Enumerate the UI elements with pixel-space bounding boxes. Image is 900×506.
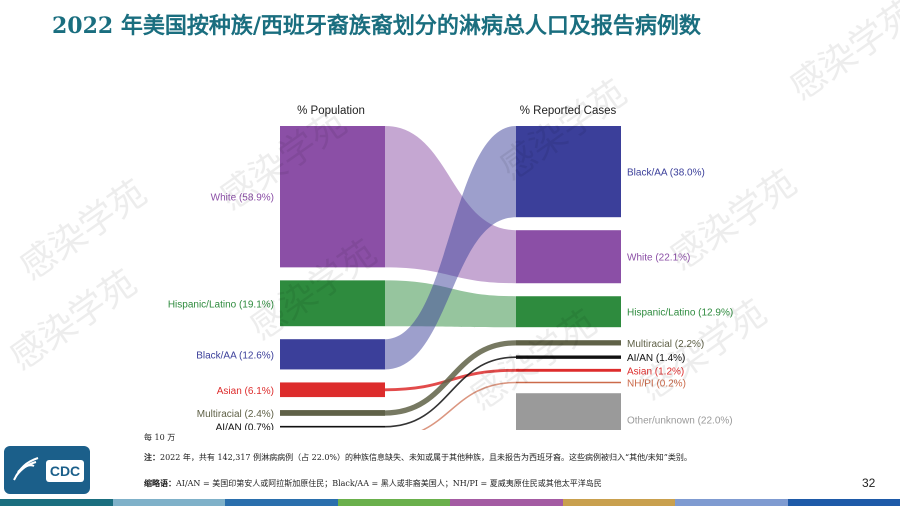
- footnote-note-label: 注：: [144, 452, 160, 462]
- sankey-flows: [384, 126, 517, 430]
- reported-label-multiracial: Multiracial (2.2%): [627, 339, 704, 350]
- bottom-bar-segment: [112, 499, 225, 506]
- reported-node-hispanic-latino: [516, 296, 621, 328]
- reported-node-black-aa: [516, 126, 621, 218]
- bottom-bar-segment: [225, 499, 338, 506]
- reported-label-hispanic-latino: Hispanic/Latino (12.9%): [627, 308, 733, 319]
- flow-ai-an: [384, 356, 517, 428]
- population-node-hispanic-latino: [280, 280, 385, 327]
- cdc-logo: CDC: [4, 446, 90, 494]
- population-label-multiracial: Multiracial (2.4%): [197, 409, 274, 420]
- flow-black-aa: [385, 126, 516, 370]
- population-label-ai-an: AI/AN (0.7%): [216, 423, 274, 430]
- population-node-black-aa: [280, 339, 385, 370]
- bottom-bar-segment: [450, 499, 563, 506]
- reported-node-ai-an: [516, 355, 621, 359]
- flow-multiracial: [384, 340, 517, 416]
- reported-label-black-aa: Black/AA (38.0%): [627, 168, 705, 179]
- flow-hispanic-latino: [385, 280, 516, 328]
- reported-node-other-unknown: [516, 393, 621, 430]
- reported-label-white: White (22.1%): [627, 253, 690, 264]
- sankey-chart: % Population % Reported Cases White (58.…: [168, 105, 733, 430]
- bottom-bar-segment: [787, 499, 900, 506]
- reported-node-white: [516, 230, 621, 284]
- reported-label-asian: Asian (1.2%): [627, 366, 684, 377]
- reported-node-multiracial: [516, 340, 621, 346]
- population-node-multiracial: [280, 410, 385, 416]
- page-number: 32: [862, 476, 876, 490]
- population-label-hispanic-latino: Hispanic/Latino (19.1%): [168, 299, 274, 310]
- flow-nh-pi: [421, 381, 517, 430]
- footnote-abbreviations: 缩略语：AI/AN = 美国印第安人或阿拉斯加原住民；Black/AA = 黑人…: [144, 478, 602, 489]
- cdc-logo-text: CDC: [50, 463, 80, 479]
- population-node-asian: [280, 382, 385, 398]
- bottom-bar-segment: [675, 499, 788, 506]
- footnote-note: 注：2022 年，共有 142,317 例淋病病例（占 22.0%）的种族信息缺…: [144, 452, 692, 463]
- footnote-unit: 每 10 万: [144, 433, 176, 442]
- footnote-abbr-text: AI/AN = 美国印第安人或阿拉斯加原住民；Black/AA = 黑人或非裔美…: [176, 479, 602, 488]
- reported-label-other-unknown: Other/unknown (22.0%): [627, 416, 733, 427]
- reported-label-ai-an: AI/AN (1.4%): [627, 353, 685, 364]
- population-label-black-aa: Black/AA (12.6%): [196, 350, 274, 361]
- left-axis-header: % Population: [297, 105, 365, 117]
- flow-white: [385, 126, 516, 284]
- reported-label-nh-pi: NH/PI (0.2%): [627, 378, 686, 389]
- bottom-bar-segment: [562, 499, 675, 506]
- population-node-white: [280, 126, 385, 268]
- right-axis-header: % Reported Cases: [520, 105, 617, 117]
- bottom-bar-segment: [0, 499, 113, 506]
- footnote-abbr-label: 缩略语：: [144, 478, 176, 488]
- page-title: 2022 年美国按种族/西班牙裔族裔划分的淋病总人口及报告病例数: [52, 13, 701, 39]
- hhs-eagle-icon: [13, 457, 39, 481]
- population-label-asian: Asian (6.1%): [217, 386, 274, 397]
- footnote-note-text: 2022 年，共有 142,317 例淋病病例（占 22.0%）的种族信息缺失、…: [160, 453, 692, 462]
- population-label-white: White (58.9%): [211, 193, 274, 204]
- bottom-color-bar: [0, 499, 900, 506]
- bottom-bar-segment: [337, 499, 450, 506]
- reported-case-nodes: Black/AA (38.0%) White (22.1%) Hispanic/La…: [516, 126, 733, 430]
- population-nodes: White (58.9%) Hispanic/Latino (19.1%) Blac…: [168, 126, 385, 430]
